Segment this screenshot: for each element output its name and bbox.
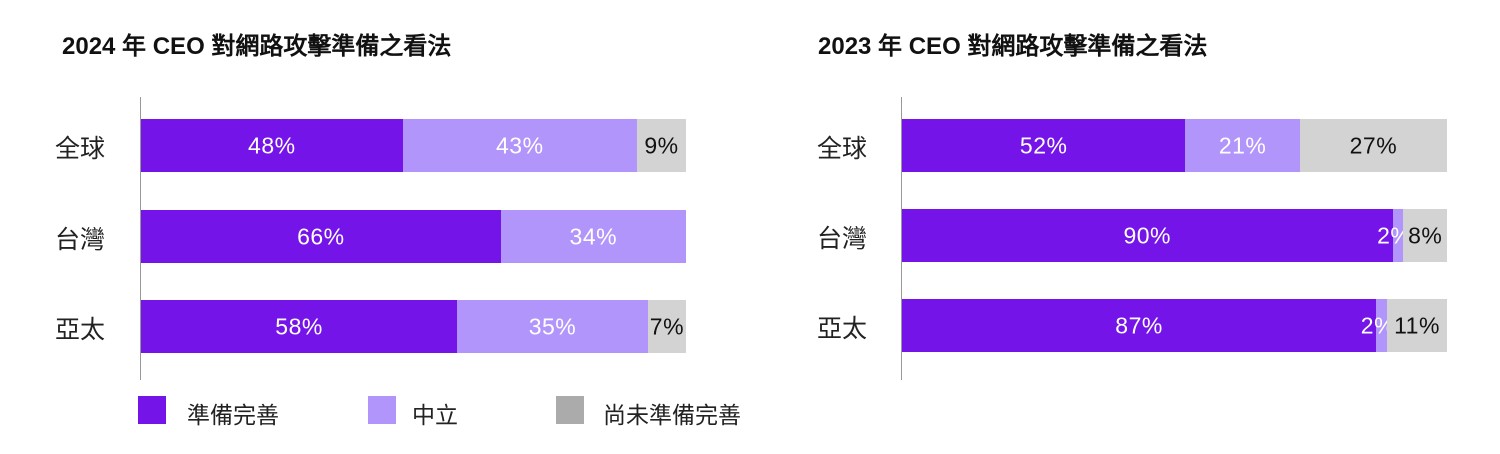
bar-segment-中立: 2% bbox=[1361, 299, 1395, 352]
category-label: 亞太 bbox=[817, 315, 868, 343]
bar-segment-準備完善: 52% bbox=[902, 119, 1186, 172]
bar-segment-尚未準備完善: 9% bbox=[636, 119, 686, 172]
stacked-bar: 66% 34% bbox=[141, 210, 686, 263]
bar-segment-中立: 21% bbox=[1185, 119, 1300, 172]
data-label: 66% bbox=[297, 223, 345, 249]
data-label: 58% bbox=[275, 313, 323, 339]
stacked-bar: 48% 43% 9% bbox=[141, 119, 686, 172]
stacked-bar: 52% 21% 27% bbox=[902, 119, 1447, 172]
category-label: 全球 bbox=[817, 135, 868, 163]
stacked-bar: 58% 35% 7% bbox=[141, 300, 686, 353]
category-label: 亞太 bbox=[55, 316, 106, 344]
data-label: 9% bbox=[644, 132, 679, 158]
data-label: 52% bbox=[1019, 132, 1068, 158]
bar-segment-尚未準備完善: 7% bbox=[647, 300, 686, 353]
data-label: 35% bbox=[528, 313, 577, 339]
legend-swatch-not-ready bbox=[556, 396, 584, 424]
bar-segment-尚未準備完善: 11% bbox=[1387, 299, 1447, 352]
category-label: 台灣 bbox=[55, 226, 106, 254]
bar-segment-中立: 2% bbox=[1377, 209, 1411, 262]
legend-swatch-ready bbox=[138, 396, 166, 424]
data-label: 87% bbox=[1115, 312, 1163, 338]
bar-segment-尚未準備完善: 27% bbox=[1299, 119, 1447, 172]
legend-label-ready: 準備完善 bbox=[187, 402, 279, 428]
data-label: 48% bbox=[248, 132, 296, 158]
category-label: 台灣 bbox=[817, 225, 868, 253]
data-label: 8% bbox=[1408, 222, 1443, 248]
data-label: 34% bbox=[569, 223, 618, 249]
bar-segment-準備完善: 58% bbox=[141, 300, 458, 353]
stacked-bar: 90% 2% 8% bbox=[902, 209, 1447, 262]
data-label: 43% bbox=[495, 132, 544, 158]
bar-segment-準備完善: 87% bbox=[902, 299, 1377, 352]
bar-segment-尚未準備完善: 8% bbox=[1403, 209, 1447, 262]
legend-swatch-neutral bbox=[368, 396, 396, 424]
data-label: 21% bbox=[1218, 132, 1267, 158]
bar-segment-準備完善: 48% bbox=[141, 119, 403, 172]
chart-title: 2024 年 CEO 對網路攻擊準備之看法 bbox=[62, 33, 452, 60]
bar-segment-中立: 34% bbox=[500, 210, 686, 263]
chart-title: 2023 年 CEO 對網路攻擊準備之看法 bbox=[818, 33, 1208, 60]
data-label: 7% bbox=[649, 313, 685, 339]
data-label: 27% bbox=[1349, 132, 1398, 158]
category-label: 全球 bbox=[55, 135, 106, 163]
stacked-bar: 87% 2% 11% bbox=[902, 299, 1447, 352]
legend-label-neutral: 中立 bbox=[412, 402, 458, 428]
bar-segment-中立: 35% bbox=[457, 300, 648, 353]
data-label: 11% bbox=[1394, 312, 1440, 338]
bar-segment-準備完善: 66% bbox=[141, 210, 501, 263]
bar-segment-中立: 43% bbox=[402, 119, 637, 172]
bar-segment-準備完善: 90% bbox=[902, 209, 1393, 262]
legend-label-not-ready: 尚未準備完善 bbox=[603, 402, 741, 428]
data-label: 90% bbox=[1123, 222, 1172, 248]
y-axis-line bbox=[901, 97, 902, 380]
y-axis-line bbox=[140, 97, 141, 380]
